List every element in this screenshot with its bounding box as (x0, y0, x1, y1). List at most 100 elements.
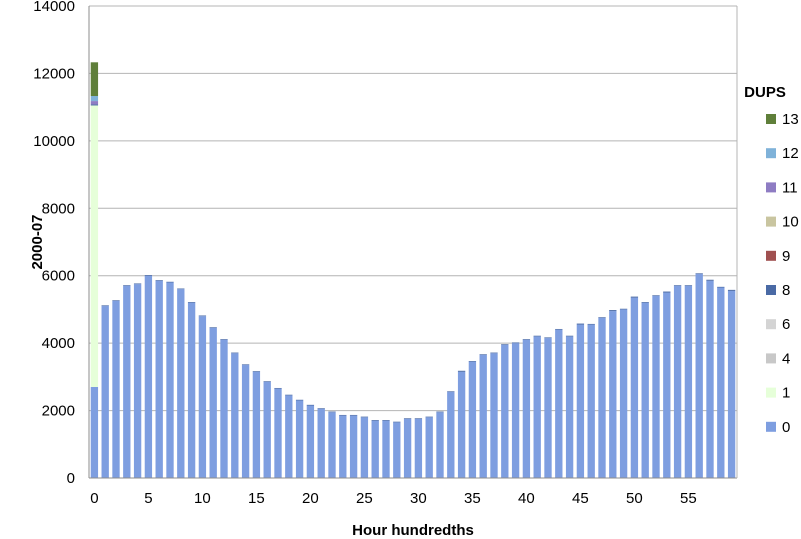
x-tick-label: 0 (90, 490, 98, 507)
bar-segment-8 (641, 302, 649, 303)
bar-segment-8 (252, 371, 261, 372)
legend-label: 11 (782, 179, 798, 196)
y-tick-label: 14000 (33, 0, 75, 15)
bar-segment-0 (479, 354, 487, 478)
bar-segment-8 (155, 280, 163, 281)
bar-segment-0 (587, 324, 595, 478)
legend-label: 6 (782, 316, 790, 333)
bar-segment-0 (619, 309, 628, 478)
bar-segment-8 (274, 387, 282, 389)
bar-segment-0 (274, 388, 282, 478)
bar-segment-8 (468, 361, 477, 362)
bar-segment-0 (609, 311, 617, 478)
bar-segment-8 (706, 279, 714, 281)
bar-segment-0 (198, 316, 207, 478)
y-axis-title: 2000-07 (29, 214, 46, 269)
bar-segment-8 (457, 370, 466, 372)
gridlines (89, 5, 737, 479)
bar-segment-0 (565, 336, 574, 478)
bar-segment-8 (598, 317, 606, 318)
bar-segment-13 (90, 62, 99, 97)
bar-segment-8 (187, 302, 196, 303)
x-tick-label: 15 (248, 490, 265, 507)
bar-segment-8 (382, 420, 390, 421)
bar-segment-0 (90, 386, 99, 478)
bar-segment-8 (295, 399, 304, 401)
bar-segment-8 (414, 418, 423, 419)
x-tick-label: 55 (680, 490, 697, 507)
bar-segment-0 (727, 290, 736, 478)
bar-segment-8 (209, 327, 217, 328)
bar-segment-0 (252, 371, 261, 478)
bar-segment-8 (349, 414, 358, 416)
bar-segment-8 (263, 381, 271, 382)
bar-segment-11 (90, 101, 99, 105)
bar-segment-8 (339, 414, 347, 416)
bar-segment-0 (177, 289, 185, 478)
bar-segment-0 (360, 417, 369, 478)
bar-segment-8 (425, 416, 433, 418)
bar-segment-8 (533, 335, 541, 337)
bar-segment-8 (684, 285, 693, 286)
bar-segment-0 (630, 297, 639, 478)
legend-label: 8 (782, 282, 790, 299)
bar-segment-8 (609, 310, 617, 312)
bar-segment-8 (522, 339, 531, 340)
bar-segment-8 (436, 411, 444, 413)
bar-segment-8 (652, 295, 660, 296)
x-tick-label: 30 (410, 490, 427, 507)
bar-segment-8 (144, 275, 153, 276)
bar-segment-8 (403, 418, 412, 419)
legend-swatch (766, 353, 776, 364)
x-tick-label: 35 (464, 490, 481, 507)
legend-label: 0 (782, 419, 790, 436)
bar-segment-8 (695, 273, 703, 275)
bar-segment-0 (511, 343, 520, 478)
bar-segment-8 (220, 339, 228, 340)
legend-swatch (766, 114, 776, 124)
bar-segment-8 (198, 315, 207, 317)
bar-segment-0 (220, 339, 228, 478)
bar-segment-0 (187, 302, 196, 478)
y-tick-labels: 0 2000 4000 6000 8000 10000 12000 14000 (33, 0, 75, 487)
bar-segment-0 (533, 336, 541, 478)
bar-segment-0 (663, 292, 671, 478)
legend-title: DUPS (744, 84, 786, 101)
y-tick-label: 4000 (42, 335, 75, 352)
bar-segment-8 (501, 344, 509, 345)
legend-swatch (766, 216, 776, 227)
bar-segment-8 (447, 391, 455, 393)
x-tick-label: 10 (194, 490, 211, 507)
bar-segment-12 (90, 96, 99, 102)
x-tick-label: 40 (518, 490, 535, 507)
bar-segment-0 (425, 417, 433, 478)
legend-swatch (766, 148, 776, 159)
bar-segment-0 (285, 395, 293, 478)
bar-segment-0 (717, 287, 725, 478)
x-tick-labels: 0 5 10 15 20 25 30 35 40 45 50 55 (90, 490, 697, 507)
bar-segment-8 (101, 305, 109, 307)
bar-segment-0 (393, 422, 401, 478)
legend-label: 12 (782, 145, 799, 162)
bar-segment-8 (576, 323, 585, 325)
bar-segment-0 (166, 282, 174, 478)
x-tick-label: 50 (626, 490, 643, 507)
bar-segment-8 (619, 308, 628, 310)
y-tick-label: 10000 (33, 133, 75, 150)
legend-swatch (766, 387, 776, 398)
y-tick-label: 6000 (42, 268, 75, 285)
bar-segment-8 (663, 291, 671, 293)
x-axis-title: Hour hundredths (352, 522, 474, 539)
bar-segment-8 (727, 289, 736, 291)
bar-segment-8 (241, 364, 250, 366)
bar-segment-0 (209, 327, 217, 478)
bar-segment-0 (328, 412, 336, 478)
bar-segment-0 (231, 353, 239, 478)
bar-segment-0 (349, 415, 358, 478)
legend-swatch (766, 182, 776, 193)
bar-segment-0 (684, 285, 693, 478)
bar-segment-8 (123, 285, 131, 286)
bar-segment-8 (544, 337, 552, 339)
bar-segment-0 (155, 280, 163, 478)
